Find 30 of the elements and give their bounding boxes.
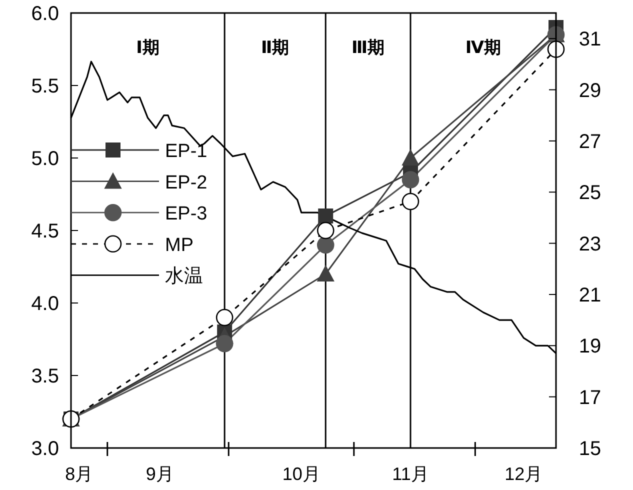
y2-tick-label: 25 [578, 182, 602, 204]
legend-label: EP-3 [165, 204, 208, 225]
y2-tick-label: 29 [578, 80, 602, 102]
annotation: Ⅱ期 [261, 38, 290, 57]
y2-tick-label: 17 [578, 386, 602, 409]
y-tick-label: 4.0 [31, 293, 59, 315]
legend-label: EP-2 [165, 172, 208, 194]
y2-tick-label: 19 [578, 336, 602, 358]
annotation: Ⅳ期 [465, 38, 502, 57]
y-tick-label: 5.5 [31, 76, 59, 98]
y2-tick-label: 21 [578, 284, 602, 306]
y-tick-label: 6.0 [31, 3, 59, 25]
x-tick-label: 12月 [504, 464, 543, 484]
annotation: Ⅰ期 [136, 38, 160, 57]
y-tick-label: 5.0 [31, 148, 59, 170]
x-tick-label: 10月 [282, 464, 320, 484]
x-tick-label: 8月 [65, 464, 94, 484]
legend-label: EP-1 [165, 141, 208, 162]
x-tick-label: 9月 [146, 464, 174, 484]
legend-label: 水温 [165, 266, 203, 288]
y-tick-label: 3.5 [31, 366, 59, 388]
annotation: Ⅲ期 [352, 38, 385, 57]
y-tick-label: 3.0 [31, 438, 59, 460]
y2-tick-label: 31 [578, 28, 602, 51]
y2-tick-label: 15 [578, 438, 602, 460]
legend-label: MP [165, 234, 194, 256]
y2-tick-label: 27 [578, 130, 602, 153]
y-tick-label: 4.5 [31, 220, 59, 242]
y2-tick-label: 23 [578, 233, 602, 256]
x-tick-label: 11月 [392, 464, 429, 484]
